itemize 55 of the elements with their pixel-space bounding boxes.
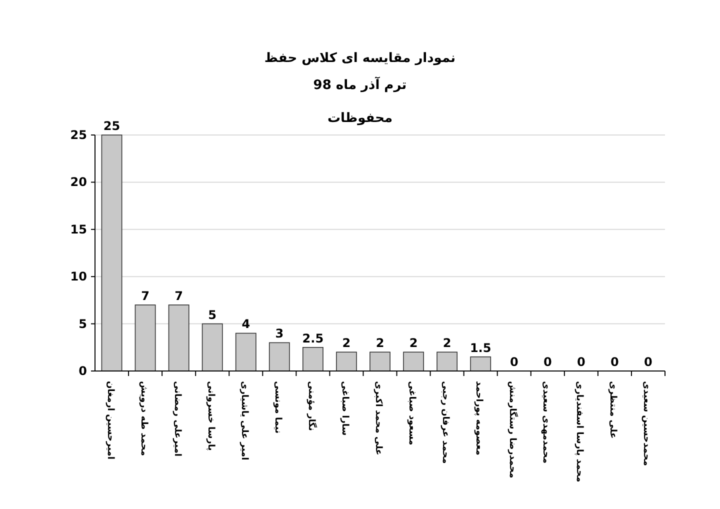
bar [436, 352, 458, 372]
data-label: 3 [275, 326, 284, 341]
data-label: 2.5 [302, 331, 324, 346]
x-tick-label: امیر علی یاشیاری [238, 381, 249, 460]
x-tick-label: امیرحسین ارمغان [104, 381, 115, 460]
data-label: 0 [543, 355, 552, 369]
data-label: 2 [376, 336, 384, 350]
bar [470, 356, 492, 372]
data-label: 0 [510, 355, 518, 369]
x-tick-label: علی محمد اکبری [373, 381, 383, 456]
x-tick-label: معصومه پوراحمد [474, 381, 484, 456]
bar [202, 323, 223, 372]
bar [370, 352, 390, 372]
data-label: 2 [442, 336, 452, 350]
x-tick-label: محمدحسین سعیدی [641, 381, 652, 466]
x-tick-label: محمد طه درویش [138, 381, 148, 456]
data-label: 4 [242, 317, 250, 332]
x-tick-label: امیرعلی رمضانی [172, 381, 182, 456]
data-label: 0 [644, 355, 652, 369]
y-tick-label: 10 [70, 270, 87, 284]
x-tick-label: محمد پارسا اسفندیاری [574, 381, 584, 482]
bar [268, 342, 290, 372]
text: محفوظات [327, 111, 393, 126]
x-tick-label: علی منتظری [608, 381, 618, 439]
data-label: 5 [208, 308, 217, 322]
data-label: 25 [103, 119, 120, 133]
x-tick-label: نیما مونسی [272, 381, 282, 434]
bar [168, 304, 190, 372]
bar [134, 304, 156, 372]
x-tick-label: محمدرضا رستگارمنش [507, 381, 520, 478]
data-label: 1.5 [470, 340, 492, 355]
chart-subtitle: ترم آذر ماه 98 [313, 76, 407, 93]
x-tick-label: نگار مؤمنی [306, 381, 318, 431]
bar [302, 347, 324, 372]
x-tick-label: پارسا خسروانی [205, 381, 216, 451]
x-tick-label: مسعود صباغی [406, 381, 417, 446]
data-label: 0 [576, 355, 586, 369]
y-tick-label: 0 [78, 364, 87, 378]
x-tick-label: محمد عرفان رجبی [440, 381, 450, 464]
bar [235, 332, 256, 372]
y-tick-label: 25 [70, 128, 87, 142]
y-tick-label: 5 [78, 316, 87, 331]
data-label: 2 [342, 336, 351, 350]
bar [403, 352, 424, 372]
data-label: 0 [610, 355, 619, 369]
data-label: 7 [174, 288, 184, 303]
bar [101, 134, 122, 372]
y-tick-label: 15 [70, 222, 87, 236]
data-label: 2 [409, 336, 418, 350]
x-tick-label: محمدمهدی سعیدی [540, 381, 551, 464]
x-tick-label: سارا صباغی [339, 381, 350, 436]
y-tick-label: 20 [70, 175, 87, 190]
chart-title: نمودار مقایسه ای کلاس حفظ [264, 51, 456, 66]
data-label: 7 [141, 288, 150, 303]
bar [336, 352, 357, 372]
